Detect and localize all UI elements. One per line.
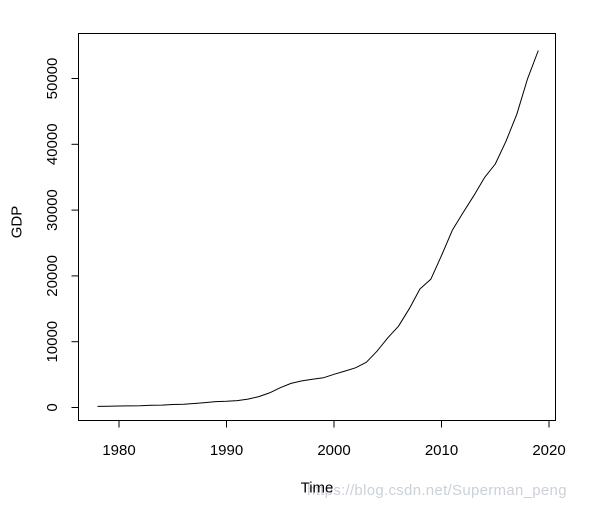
x-tick-label: 2000 [317,442,350,459]
y-tick-label: 20000 [44,255,61,297]
x-tick-label: 1990 [210,442,243,459]
plot-frame [78,33,556,421]
x-tick-label: 2020 [532,442,565,459]
y-axis-title: GDP [8,205,26,239]
x-axis-title: Time [300,479,334,497]
y-tick-label: 0 [44,403,61,411]
y-tick-label: 30000 [44,189,61,231]
x-tick-label: 2010 [425,442,458,459]
y-tick-label: 40000 [44,123,61,165]
watermark-text: https://blog.csdn.net/Superman_peng [307,482,567,499]
gdp-line-series [97,50,539,407]
x-tick-label: 1980 [102,442,135,459]
y-tick-label: 50000 [44,58,61,100]
y-tick-label: 10000 [44,321,61,363]
